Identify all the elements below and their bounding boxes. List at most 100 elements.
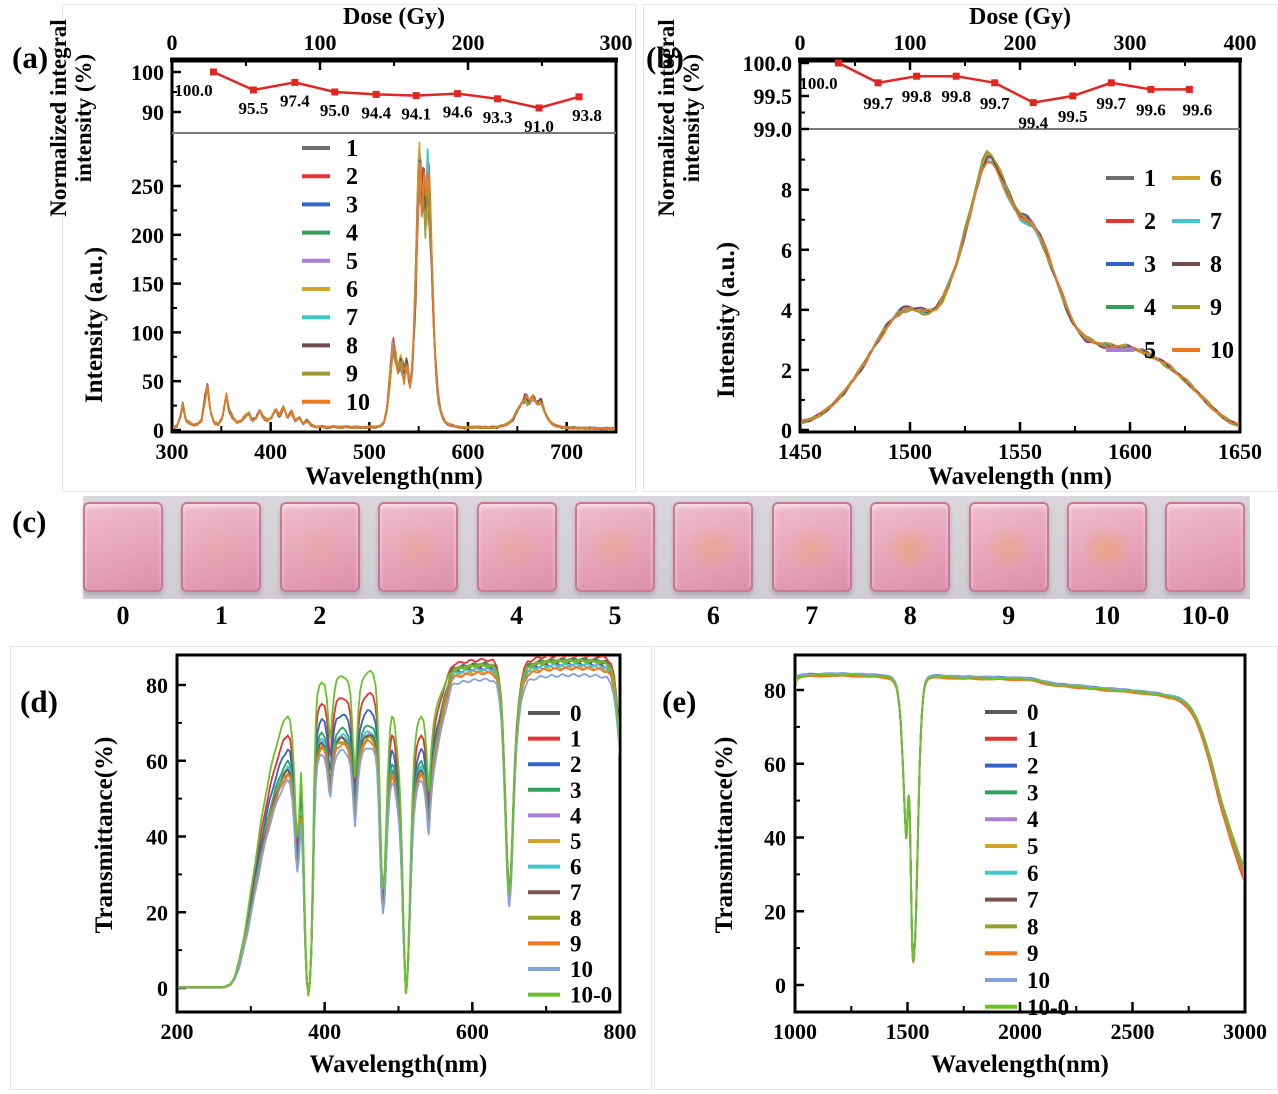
dose-axis-tick-label: 400 [1224,30,1257,55]
norm-axis-tick-label: 99.5 [754,84,793,109]
legend-label-5: 5 [346,249,358,275]
spectrum-series-9 [173,161,615,430]
sample-tile-0 [83,502,163,592]
legend-label-4: 4 [570,803,582,828]
spectrum-series-5 [801,157,1239,427]
intensity-axis-tick-label: 2 [781,358,792,383]
spectrum-series-4 [173,157,615,431]
sample-label-3: 3 [411,601,425,630]
spectrum-series-5 [796,674,1244,963]
spectrum-series-3 [796,673,1244,963]
dose-series-marker [412,92,420,100]
legend-label-6: 6 [570,855,582,880]
dose-axis-tick-label: 100 [894,30,927,55]
spectrum-series-6 [801,152,1239,427]
dose-axis-tick-label: 200 [1004,30,1037,55]
dose-axis-tick-label: 0 [167,30,178,55]
sample-tile-2 [279,502,360,592]
transmittance-axis-tick-label: 40 [764,826,786,851]
panel-c-label: (c) [12,504,47,539]
legend-label-5: 5 [1027,834,1039,859]
spectrum-series-2 [173,162,615,431]
wavelength-axis-tick-label: 600 [456,1019,489,1044]
dose-series-marker [913,72,921,80]
dose-series-marker [575,93,583,101]
spectrum-series-2 [801,160,1239,426]
sample-label-9: 9 [1002,601,1016,630]
dose-point-label: 99.5 [1058,107,1088,126]
wavelength-axis-title: Wavelength(nm) [305,463,483,490]
wavelength-axis-tick-label: 600 [452,439,485,464]
sample-tile-5 [575,502,655,592]
spectrum-series-10 [801,161,1239,425]
wavelength-axis-tick-label: 300 [156,439,189,464]
dose-point-label: 95.0 [320,101,350,120]
legend-label-2: 2 [346,164,358,190]
dose-series-marker [454,90,462,98]
wavelength-axis-title: Wavelength(nm) [310,1051,488,1078]
dose-axis-tick-label: 100 [304,30,337,55]
transmittance-axis-tick-label: 40 [146,825,168,850]
panel-d-chart: 200 400 600 800020406080Wavelength(nm)Trans… [91,653,637,1078]
transmittance-axis-title: Transmittance(%) [91,737,118,934]
wavelength-axis-tick-label: 400 [254,439,287,464]
wavelength-axis-tick-label: 200 [161,1019,194,1044]
sample-tile-10 [1067,502,1147,592]
spectrum-series-3 [801,155,1239,428]
legend-label-2: 2 [1027,754,1039,779]
legend-label-1: 1 [1027,727,1039,752]
sample-label-6: 6 [706,601,720,630]
wavelength-axis-tick-label: 1500 [886,1019,930,1044]
legend-label-4: 4 [1144,295,1156,321]
legend-label-10-0: 10-0 [1027,995,1069,1020]
wavelength-axis-tick-label: 500 [353,439,386,464]
legend-label-4: 4 [346,221,358,247]
legend-label-2: 2 [570,752,582,777]
legend-label-5: 5 [570,829,582,854]
dose-series-marker [291,78,299,86]
spectrum-series-1 [801,150,1239,427]
dose-series-marker [874,79,882,87]
spectrum-series-10 [173,163,615,431]
intensity-axis-tick-label: 8 [781,178,792,203]
wavelength-axis-tick-label: 1550 [998,439,1042,464]
wavelength-axis-tick-label: 1000 [773,1019,817,1044]
panel-b-label: (b) [646,40,684,75]
sample-label-10-0: 10-0 [1181,601,1230,630]
sample-tile-6 [673,502,754,592]
dose-series-marker [249,86,257,94]
legend-label-10: 10 [346,390,370,416]
sample-label-0: 0 [116,601,130,630]
dose-series-marker [372,90,380,98]
legend-label-0: 0 [570,701,582,726]
dose-point-label: 99.7 [863,94,893,113]
dose-axis-tick-label: 300 [1114,30,1147,55]
sample-tile-9 [968,502,1049,592]
dose-point-label: 91.0 [524,117,554,136]
legend-label-3: 3 [346,192,358,218]
legend-label-10-0: 10-0 [570,983,612,1008]
dose-point-label: 99.4 [1018,114,1048,133]
legend-label-10: 10 [1210,338,1234,364]
legend-label-3: 3 [570,778,582,803]
wavelength-axis-tick-label: 2000 [998,1019,1042,1044]
norm-axis-tick-label: 99.0 [754,117,793,142]
legend-label-3: 3 [1144,252,1156,278]
dose-point-label: 94.4 [361,103,391,122]
spectrum-series-10 [796,672,1244,961]
wavelength-axis-tick-label: 1650 [1218,439,1262,464]
dose-point-label: 93.3 [483,108,513,127]
intensity-axis-tick-label: 0 [781,418,792,443]
spectrum-series-2 [796,672,1244,961]
spectrum-series-1 [178,656,619,997]
sample-label-2: 2 [313,601,327,630]
intensity-axis-tick-label: 6 [781,238,792,263]
wavelength-axis-tick-label: 400 [308,1019,341,1044]
dose-point-label: 99.7 [980,94,1010,113]
dose-point-label: 95.5 [239,99,269,118]
intensity-axis-tick-label: 150 [131,272,164,297]
legend-label-6: 6 [346,277,358,303]
